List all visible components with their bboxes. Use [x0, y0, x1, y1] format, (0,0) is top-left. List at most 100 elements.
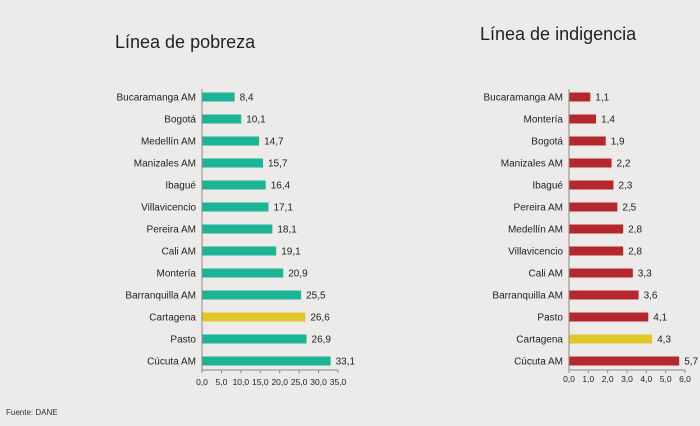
- category-label-cartagena: Cartagena: [516, 335, 563, 346]
- category-label-cucuta-am: Cúcuta AM: [147, 357, 196, 368]
- bar-villavicencio: [202, 202, 269, 212]
- value-label-villavicencio: 17,1: [273, 203, 293, 214]
- value-label-monteria: 1,4: [601, 115, 615, 126]
- category-label-manizales-am: Manizales AM: [134, 159, 196, 170]
- value-label-bucaramanga-am: 1,1: [595, 93, 609, 104]
- category-label-pasto: Pasto: [537, 313, 563, 324]
- chart-2: Línea de indigencia Bucaramanga AM 1,1 Mont…: [480, 24, 699, 384]
- category-label-cali-am: Cali AM: [162, 247, 196, 258]
- x-tick-label: 4,0: [640, 374, 652, 384]
- value-label-pasto: 4,1: [653, 313, 667, 324]
- chart-title: Línea de indigencia: [480, 24, 637, 44]
- bar-ibague: [569, 180, 614, 190]
- value-label-medellin-am: 2,8: [628, 225, 642, 236]
- bar-bogota: [202, 114, 242, 124]
- value-label-cartagena: 26,6: [310, 313, 330, 324]
- bar-bogota: [569, 136, 606, 146]
- value-label-cali-am: 3,3: [638, 269, 652, 280]
- bar-pereira-am: [569, 202, 618, 212]
- value-label-manizales-am: 15,7: [268, 159, 288, 170]
- category-label-pereira-am: Pereira AM: [514, 203, 563, 214]
- category-label-villavicencio: Villavicencio: [141, 203, 196, 214]
- value-label-cucuta-am: 5,7: [684, 357, 698, 368]
- value-label-barranquilla-am: 3,6: [644, 291, 658, 302]
- x-tick-label: 35,0: [330, 377, 347, 387]
- bar-cali-am: [569, 268, 633, 278]
- value-label-pereira-am: 2,5: [622, 203, 636, 214]
- bar-villavicencio: [569, 246, 624, 256]
- category-label-bogota: Bogotá: [164, 115, 196, 126]
- bar-ibague: [202, 180, 266, 190]
- x-tick-label: 0,0: [196, 377, 208, 387]
- value-label-barranquilla-am: 25,5: [306, 291, 326, 302]
- bar-cartagena: [202, 312, 306, 322]
- value-label-pereira-am: 18,1: [277, 225, 297, 236]
- x-tick-label: 15,0: [252, 377, 269, 387]
- bar-monteria: [569, 114, 597, 124]
- category-label-pereira-am: Pereira AM: [147, 225, 196, 236]
- x-tick-label: 25,0: [291, 377, 308, 387]
- bar-barranquilla-am: [202, 290, 302, 300]
- value-label-manizales-am: 2,2: [617, 159, 631, 170]
- category-label-medellin-am: Medellín AM: [508, 225, 563, 236]
- value-label-monteria: 20,9: [288, 269, 308, 280]
- x-tick-label: 6,0: [679, 374, 691, 384]
- bar-monteria: [202, 268, 284, 278]
- bar-cucuta-am: [202, 356, 331, 366]
- bar-pereira-am: [202, 224, 273, 234]
- value-label-bogota: 1,9: [611, 137, 625, 148]
- value-label-bogota: 10,1: [246, 115, 266, 126]
- category-label-cartagena: Cartagena: [149, 313, 196, 324]
- bar-bucaramanga-am: [202, 92, 235, 102]
- category-label-villavicencio: Villavicencio: [508, 247, 563, 258]
- source-note: Fuente: DANE: [6, 408, 58, 417]
- bar-cali-am: [202, 246, 277, 256]
- bar-cucuta-am: [569, 356, 680, 366]
- chart-1: Línea de pobreza Bucaramanga AM 8,4 Bogotá 1…: [115, 32, 356, 387]
- bar-pasto: [569, 312, 649, 322]
- x-tick-label: 5,0: [660, 374, 672, 384]
- category-label-bogota: Bogotá: [531, 137, 563, 148]
- value-label-pasto: 26,9: [312, 335, 332, 346]
- bar-medellin-am: [569, 224, 624, 234]
- category-label-cucuta-am: Cúcuta AM: [514, 357, 563, 368]
- category-label-ibague: Ibagué: [532, 181, 563, 192]
- bar-cartagena: [569, 334, 653, 344]
- category-label-manizales-am: Manizales AM: [501, 159, 563, 170]
- chart-title: Línea de pobreza: [115, 32, 256, 52]
- x-tick-label: 1,0: [582, 374, 594, 384]
- bar-manizales-am: [569, 158, 612, 168]
- x-tick-label: 5,0: [216, 377, 228, 387]
- value-label-villavicencio: 2,8: [628, 247, 642, 258]
- bar-barranquilla-am: [569, 290, 639, 300]
- bar-pasto: [202, 334, 307, 344]
- x-tick-label: 3,0: [621, 374, 633, 384]
- value-label-ibague: 2,3: [618, 181, 632, 192]
- category-label-barranquilla-am: Barranquilla AM: [492, 291, 563, 302]
- category-label-monteria: Montería: [524, 115, 564, 126]
- category-label-barranquilla-am: Barranquilla AM: [125, 291, 196, 302]
- category-label-bucaramanga-am: Bucaramanga AM: [117, 93, 197, 104]
- category-label-pasto: Pasto: [170, 335, 196, 346]
- value-label-cali-am: 19,1: [281, 247, 301, 258]
- category-label-ibague: Ibagué: [165, 181, 196, 192]
- category-label-medellin-am: Medellín AM: [141, 137, 196, 148]
- x-tick-label: 0,0: [563, 374, 575, 384]
- category-label-cali-am: Cali AM: [529, 269, 563, 280]
- x-tick-label: 2,0: [602, 374, 614, 384]
- category-label-monteria: Montería: [157, 269, 197, 280]
- bar-manizales-am: [202, 158, 264, 168]
- bar-medellin-am: [202, 136, 260, 146]
- value-label-bucaramanga-am: 8,4: [240, 93, 254, 104]
- value-label-medellin-am: 14,7: [264, 137, 284, 148]
- value-label-cartagena: 4,3: [657, 335, 671, 346]
- x-tick-label: 20,0: [271, 377, 288, 387]
- x-tick-label: 10,0: [233, 377, 250, 387]
- value-label-cucuta-am: 33,1: [336, 357, 356, 368]
- bar-bucaramanga-am: [569, 92, 591, 102]
- category-label-bucaramanga-am: Bucaramanga AM: [484, 93, 564, 104]
- value-label-ibague: 16,4: [271, 181, 291, 192]
- x-tick-label: 30,0: [310, 377, 327, 387]
